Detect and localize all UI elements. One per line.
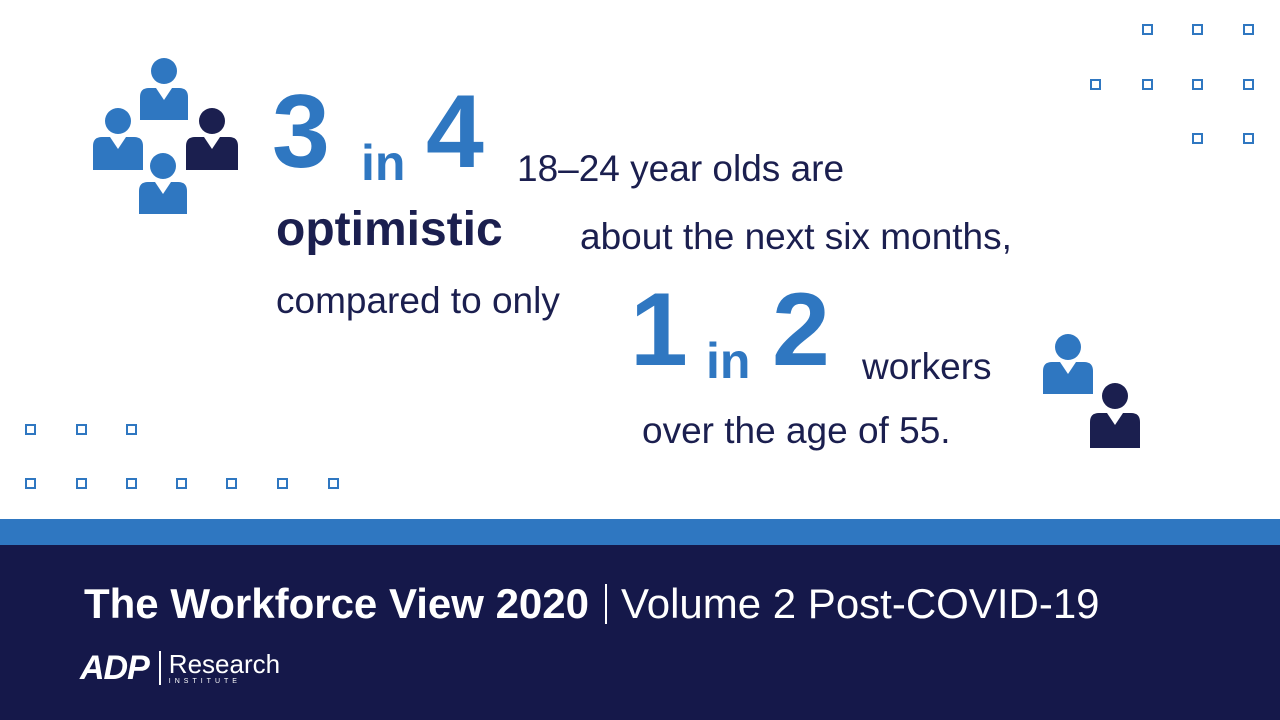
footer-title: The Workforce View 2020 Volume 2 Post-COV…	[84, 583, 1100, 625]
optimistic-word: optimistic	[276, 203, 503, 256]
person-pair-icon	[1043, 334, 1140, 448]
logo-sub: INSTITUTE	[168, 678, 241, 685]
stat-in-word: in	[706, 333, 751, 389]
stat-number-2: 2	[772, 272, 830, 388]
stat-in-word: in	[361, 135, 406, 191]
headline-line5: over the age of 55.	[642, 410, 951, 451]
accent-band	[0, 519, 1280, 545]
title-separator	[605, 584, 608, 624]
footer-title-bold: The Workforce View 2020	[84, 580, 590, 627]
headline-line4: workers	[862, 346, 992, 387]
footer-title-regular: Volume 2 Post-COVID-19	[621, 580, 1100, 627]
person-icon	[1043, 334, 1093, 394]
person-icon	[186, 108, 238, 170]
person-icon	[140, 58, 188, 120]
stat-number-3: 3	[272, 74, 330, 190]
stat-number-4: 4	[426, 74, 484, 190]
logo-brand: ADP	[80, 649, 150, 687]
person-icon	[1090, 383, 1140, 448]
person-icon	[93, 108, 143, 170]
adp-research-logo: ADP Research INSTITUTE	[80, 648, 280, 688]
person-icon	[139, 153, 187, 214]
footer-band	[0, 545, 1280, 720]
logo-name: Research	[168, 649, 281, 679]
headline-line1: 18–24 year olds are	[517, 148, 845, 189]
logo-divider	[158, 651, 161, 685]
stat-number-1: 1	[630, 272, 688, 388]
people-group-icon	[93, 58, 238, 214]
headline-line3: compared to only	[276, 280, 560, 321]
headline-line2: about the next six months,	[580, 216, 1012, 257]
